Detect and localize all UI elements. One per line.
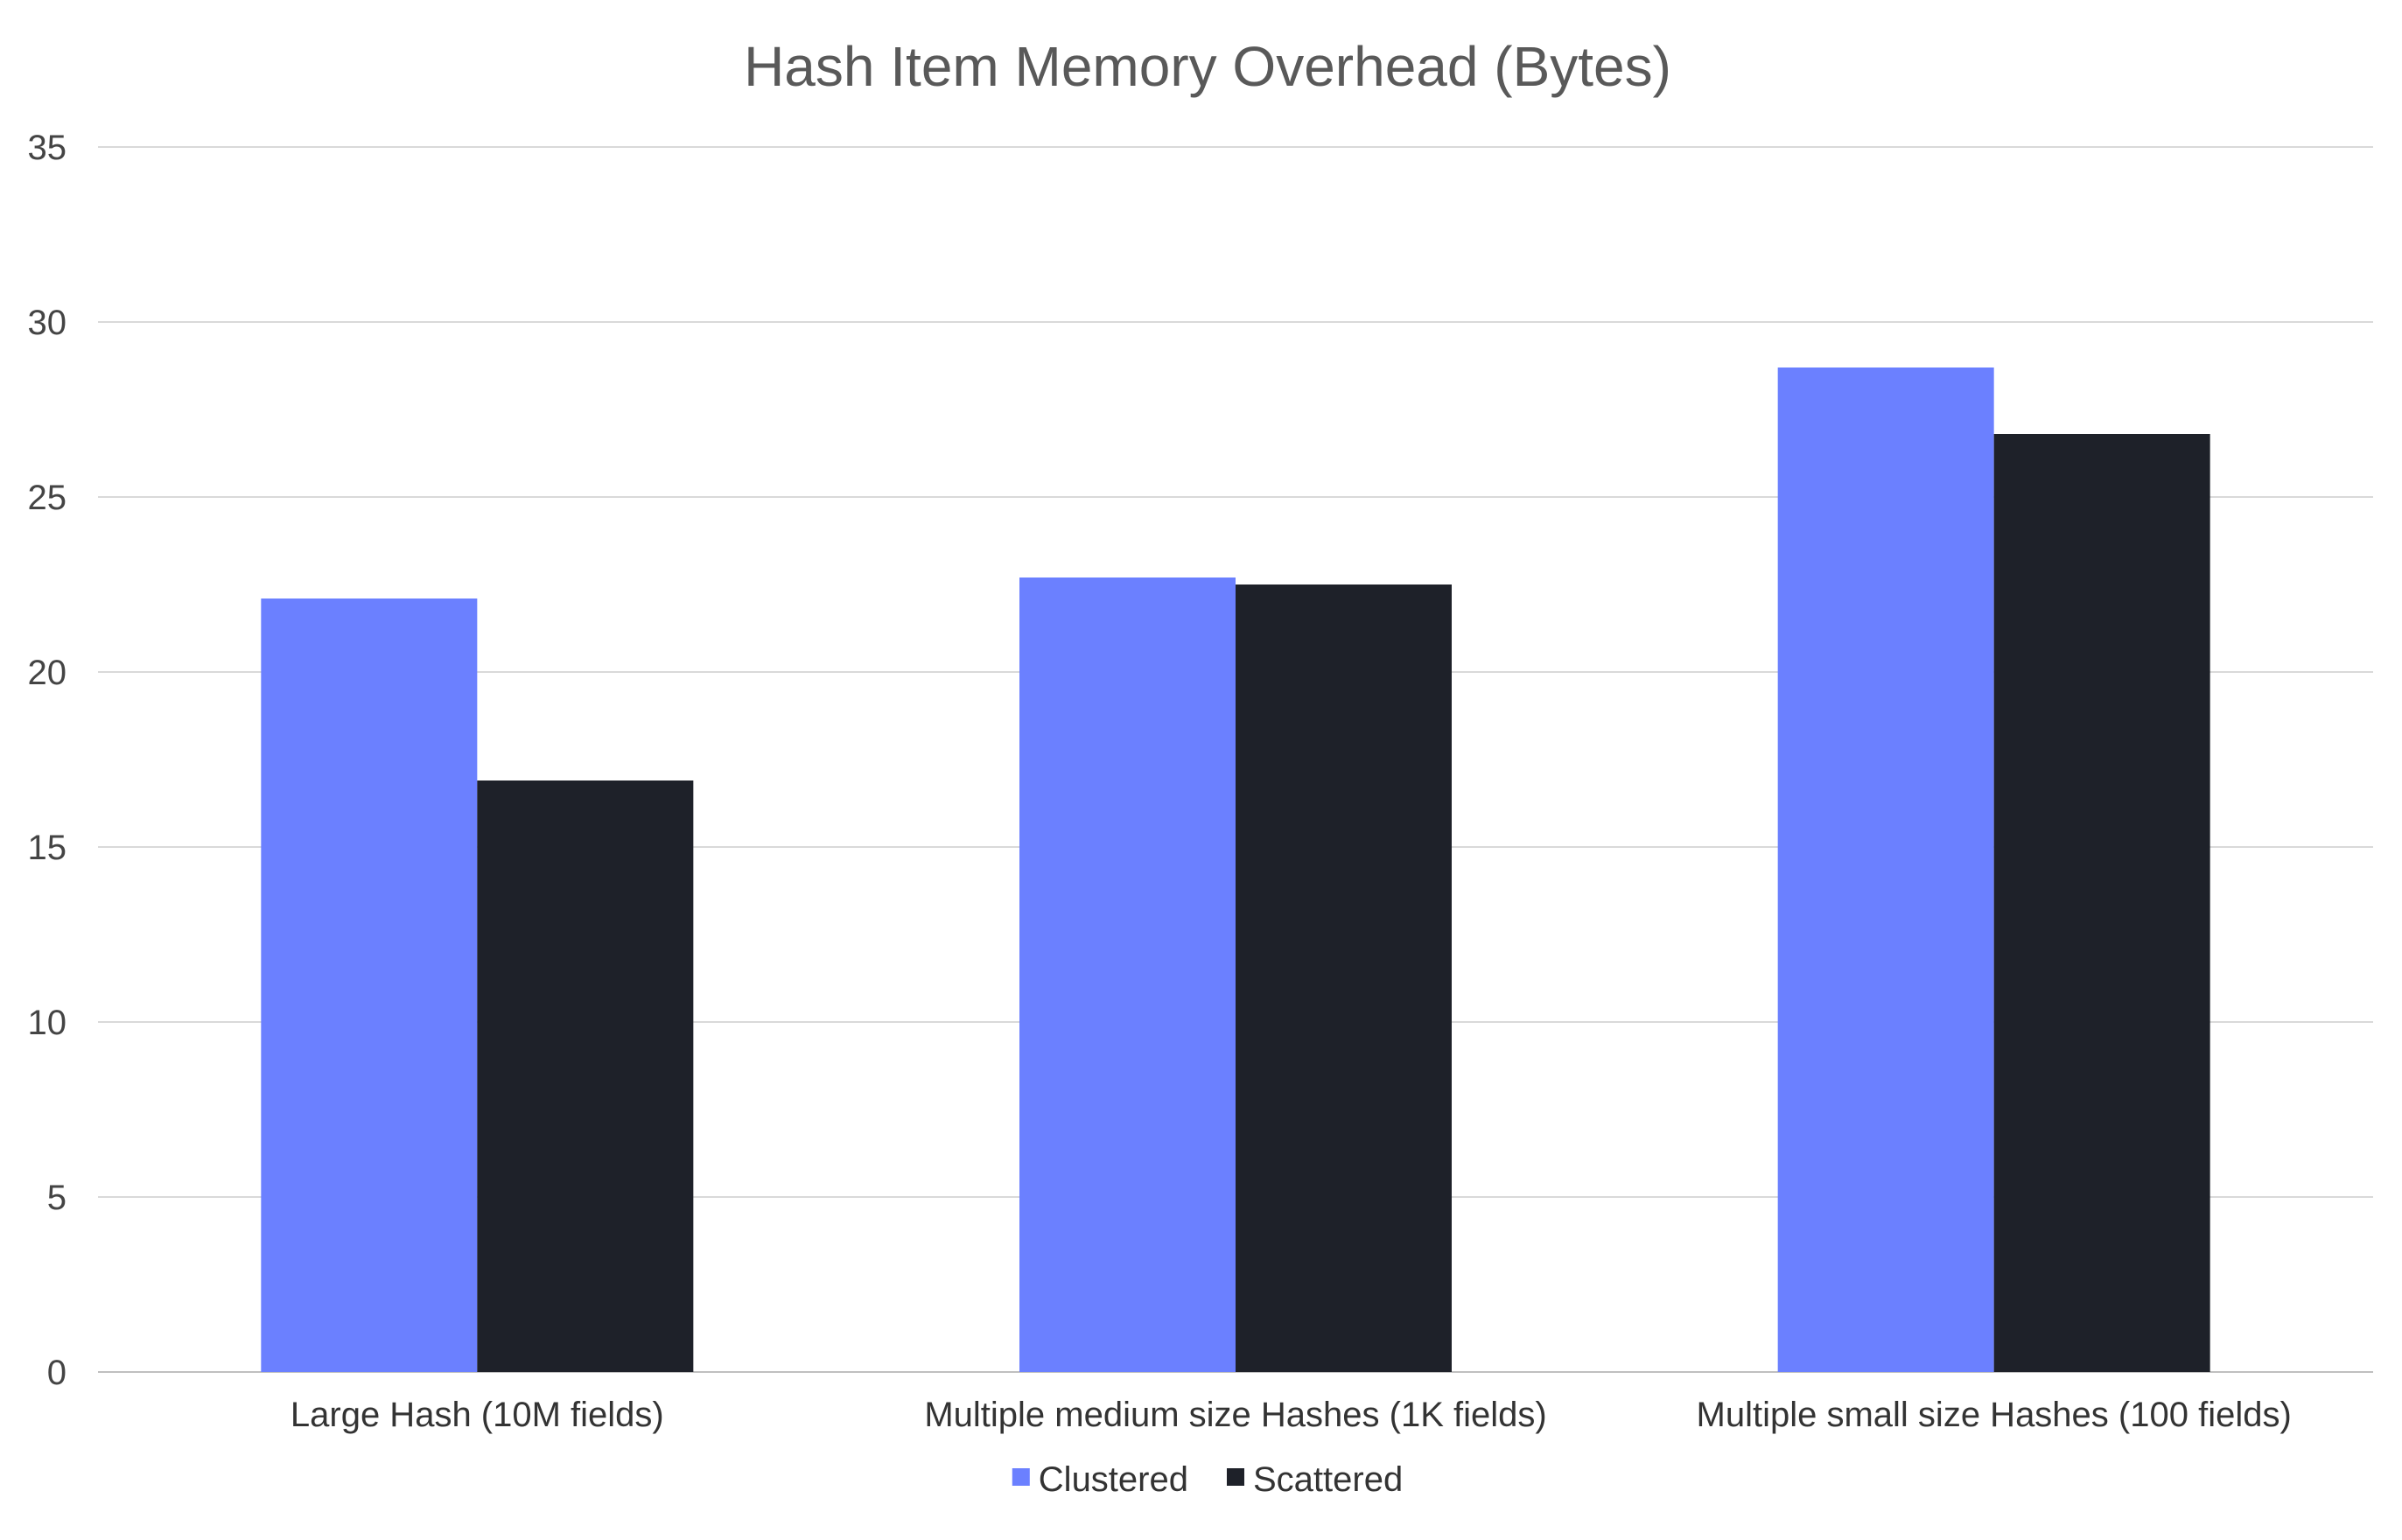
y-tick-label: 5: [47, 1179, 67, 1217]
y-tick-label: 10: [28, 1004, 67, 1042]
y-axis-ticks: 0 5 10 15 20 25 30 35: [28, 129, 67, 1392]
y-tick-label: 25: [28, 479, 67, 517]
bar-clustered: [1777, 368, 1994, 1372]
x-category-label: Multiple small size Hashes (100 fields): [1697, 1396, 2292, 1434]
y-tick-label: 35: [28, 129, 67, 167]
legend: Clustered Scattered: [1012, 1460, 1403, 1499]
x-category-label: Multiple medium size Hashes (1K fields): [924, 1396, 1546, 1434]
bars: [261, 368, 2210, 1372]
bar-scattered: [1993, 434, 2210, 1372]
chart-title: Hash Item Memory Overhead (Bytes): [744, 35, 1671, 98]
y-tick-label: 30: [28, 304, 67, 342]
y-tick-label: 0: [47, 1354, 67, 1392]
y-tick-label: 15: [28, 829, 67, 867]
legend-swatch: [1226, 1468, 1244, 1486]
bar-scattered: [1236, 584, 1452, 1372]
bar-clustered: [1019, 578, 1236, 1372]
legend-label: Clustered: [1039, 1460, 1188, 1499]
y-tick-label: 20: [28, 654, 67, 692]
legend-swatch: [1012, 1468, 1030, 1486]
x-axis-categories: Large Hash (10M fields) Multiple medium s…: [291, 1396, 2292, 1434]
bar-clustered: [261, 598, 478, 1372]
legend-label: Scattered: [1253, 1460, 1403, 1499]
x-category-label: Large Hash (10M fields): [291, 1396, 664, 1434]
bar-scattered: [477, 780, 694, 1372]
